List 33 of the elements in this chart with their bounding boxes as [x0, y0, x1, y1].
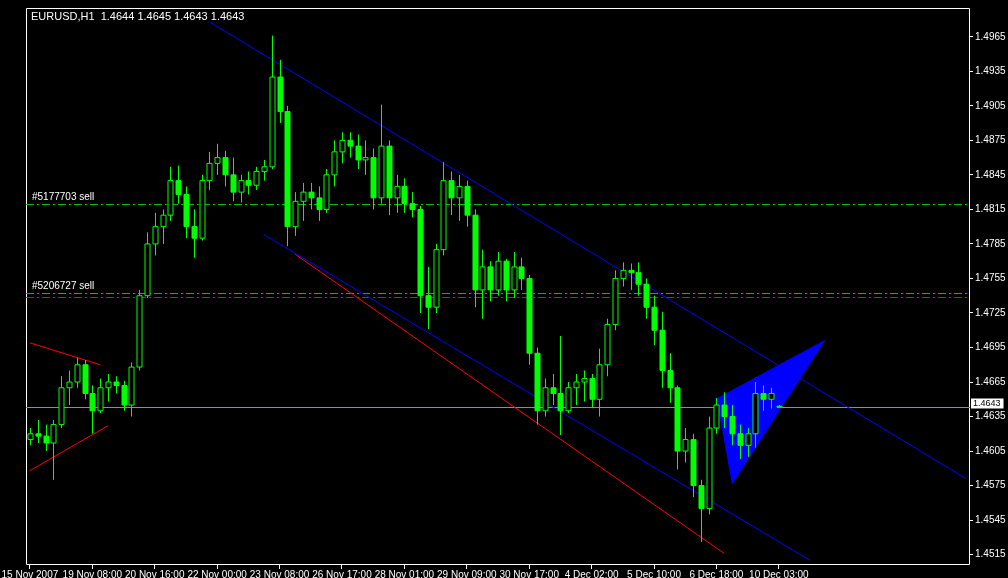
- y-tick-label: 1.4665: [975, 375, 1007, 387]
- y-tick-label: 1.4545: [975, 513, 1007, 525]
- x-tick-label: 22 Nov 00:00: [187, 568, 248, 578]
- ref-line-label: 1.4643: [973, 397, 1001, 408]
- y-tick-label: 1.4875: [975, 134, 1007, 146]
- x-tick-label: 10 Dec 03:00: [749, 568, 810, 578]
- chart-title: EURUSD,H1 1.4644 1.4645 1.4643 1.4643: [31, 9, 245, 22]
- ref-line-label: #5206727 sell: [32, 280, 95, 292]
- x-tick-label: 26 Nov 17:00: [312, 568, 373, 578]
- y-tick-label: 1.4515: [975, 548, 1007, 560]
- x-tick-label: 6 Dec 18:00: [689, 568, 744, 578]
- y-tick-label: 1.4815: [975, 203, 1007, 215]
- y-tick-label: 1.4755: [975, 272, 1007, 284]
- y-tick-label: 1.4635: [975, 410, 1007, 422]
- y-tick-label: 1.4935: [975, 65, 1007, 77]
- x-tick-label: 5 Dec 10:00: [627, 568, 682, 578]
- y-tick-label: 1.4845: [975, 168, 1007, 180]
- x-tick-label: 23 Nov 08:00: [249, 568, 310, 578]
- x-tick-label: 30 Nov 17:00: [499, 568, 560, 578]
- y-tick-label: 1.4575: [975, 479, 1007, 491]
- y-tick-label: 1.4605: [975, 444, 1007, 456]
- x-tick-label: 4 Dec 02:00: [564, 568, 620, 578]
- y-tick-label: 1.4965: [975, 30, 1007, 42]
- x-tick-label: 20 Nov 16:00: [124, 568, 185, 578]
- x-tick-label: 28 Nov 01:00: [374, 568, 435, 578]
- x-tick-label: 19 Nov 08:00: [62, 568, 123, 578]
- x-tick-label: 15 Nov 2007: [1, 568, 59, 578]
- x-tick-label: 29 Nov 09:00: [437, 568, 497, 578]
- y-tick-label: 1.4725: [975, 306, 1007, 318]
- y-tick-label: 1.4695: [975, 341, 1007, 353]
- ref-line-label: #5177703 sell: [32, 191, 95, 203]
- y-tick-label: 1.4785: [975, 237, 1007, 249]
- y-tick-label: 1.4905: [975, 99, 1007, 111]
